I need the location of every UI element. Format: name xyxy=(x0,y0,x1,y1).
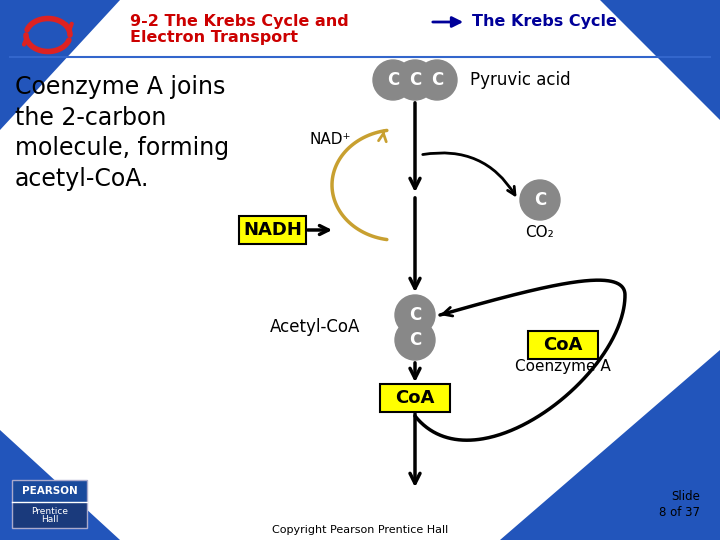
FancyBboxPatch shape xyxy=(239,216,306,244)
FancyBboxPatch shape xyxy=(380,384,450,412)
Text: C: C xyxy=(387,71,399,89)
FancyBboxPatch shape xyxy=(528,331,598,359)
Circle shape xyxy=(395,320,435,360)
Polygon shape xyxy=(600,0,720,120)
Text: Prentice: Prentice xyxy=(31,507,68,516)
Text: C: C xyxy=(409,306,421,324)
Text: C: C xyxy=(409,71,421,89)
Polygon shape xyxy=(0,0,120,130)
Circle shape xyxy=(520,180,560,220)
FancyBboxPatch shape xyxy=(12,502,87,528)
Text: CO₂: CO₂ xyxy=(526,225,554,240)
Text: PEARSON: PEARSON xyxy=(22,485,77,496)
Text: NAD⁺: NAD⁺ xyxy=(310,132,351,147)
Polygon shape xyxy=(0,430,120,540)
FancyBboxPatch shape xyxy=(12,480,87,502)
Text: C: C xyxy=(431,71,443,89)
Circle shape xyxy=(417,60,457,100)
Text: Hall: Hall xyxy=(41,515,58,524)
Text: Pyruvic acid: Pyruvic acid xyxy=(470,71,571,89)
Circle shape xyxy=(395,295,435,335)
Circle shape xyxy=(373,60,413,100)
Circle shape xyxy=(395,60,435,100)
Text: Copyright Pearson Prentice Hall: Copyright Pearson Prentice Hall xyxy=(272,525,448,535)
Text: 9-2 The Krebs Cycle and: 9-2 The Krebs Cycle and xyxy=(130,14,348,29)
Text: Coenzyme A: Coenzyme A xyxy=(515,360,611,375)
Text: CoA: CoA xyxy=(395,389,435,407)
Text: CoA: CoA xyxy=(544,336,582,354)
Text: Slide
8 of 37: Slide 8 of 37 xyxy=(659,490,700,519)
Text: C: C xyxy=(409,331,421,349)
Text: Coenzyme A joins
the 2-carbon
molecule, forming
acetyl-CoA.: Coenzyme A joins the 2-carbon molecule, … xyxy=(15,75,229,191)
Text: C: C xyxy=(534,191,546,209)
Text: Electron Transport: Electron Transport xyxy=(130,30,298,45)
Text: Acetyl-CoA: Acetyl-CoA xyxy=(270,319,360,336)
Text: NADH: NADH xyxy=(243,221,302,239)
Text: The Krebs Cycle: The Krebs Cycle xyxy=(472,14,617,29)
Polygon shape xyxy=(500,350,720,540)
